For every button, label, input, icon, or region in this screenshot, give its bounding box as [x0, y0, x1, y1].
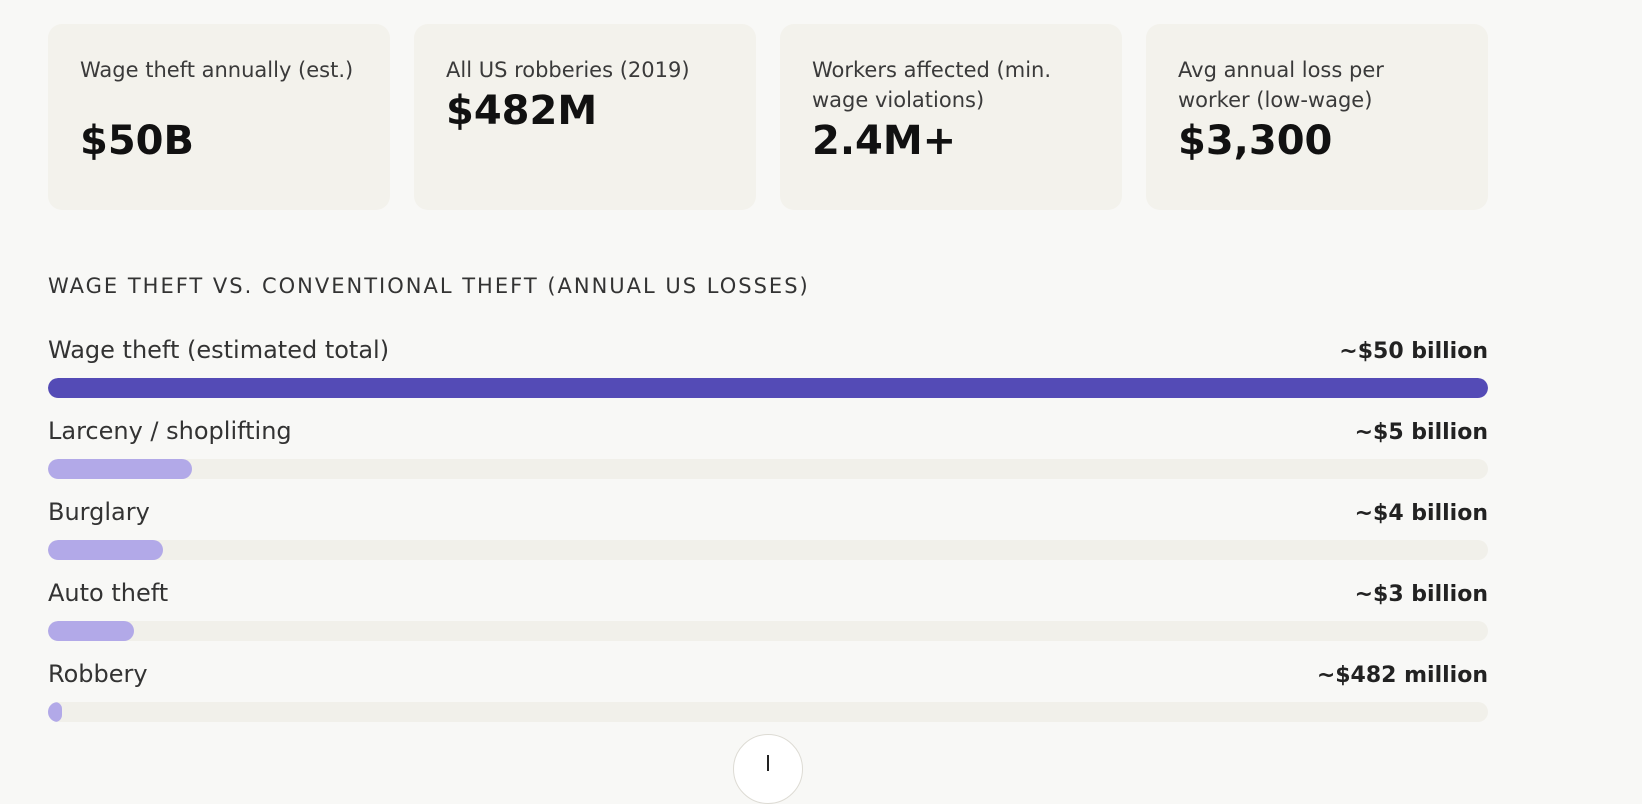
bar-track: [48, 459, 1488, 479]
bar-value-label: ~$5 billion: [1354, 420, 1488, 445]
bar-fill: [48, 540, 163, 560]
bar-fill: [48, 459, 192, 479]
stat-label: Wage theft annually (est.): [80, 58, 354, 82]
stat-value: $50B: [80, 118, 194, 164]
bar-track: [48, 378, 1488, 398]
bar-row-larceny: Larceny / shoplifting ~$5 billion: [48, 417, 1488, 498]
bar-fill: [48, 702, 62, 722]
stats-grid: Wage theft annually (est.) $50B All US r…: [48, 24, 1488, 210]
bar-track: [48, 621, 1488, 641]
stat-card-avg-loss: Avg annual loss per worker (low-wage) $3…: [1146, 24, 1488, 210]
stat-card-robberies: All US robberies (2019) $482M: [414, 24, 756, 210]
stat-label: All US robberies (2019): [446, 58, 690, 82]
stat-value: $482M: [446, 88, 598, 134]
bar-fill: [48, 378, 1488, 398]
bar-row-robbery: Robbery ~$482 million: [48, 660, 1488, 741]
section-title: Wage theft vs. conventional theft (annua…: [48, 274, 810, 298]
bar-value-label: ~$50 billion: [1339, 339, 1488, 364]
bar-track: [48, 702, 1488, 722]
bar-label: Larceny / shoplifting: [48, 417, 292, 445]
stat-value: $3,300: [1178, 118, 1333, 164]
bar-row-burglary: Burglary ~$4 billion: [48, 498, 1488, 579]
bar-row-auto-theft: Auto theft ~$3 billion: [48, 579, 1488, 660]
arrow-down-icon: [767, 755, 769, 771]
comparison-bar-chart: Wage theft (estimated total) ~$50 billio…: [48, 336, 1488, 741]
bar-row-wage-theft: Wage theft (estimated total) ~$50 billio…: [48, 336, 1488, 417]
stat-label: Workers affected (min. wage violations): [812, 58, 1052, 112]
bar-label: Robbery: [48, 660, 148, 688]
bar-label: Burglary: [48, 498, 150, 526]
bar-value-label: ~$4 billion: [1354, 501, 1488, 526]
bar-label: Wage theft (estimated total): [48, 336, 390, 364]
scroll-down-button[interactable]: [733, 734, 803, 804]
stat-value: 2.4M+: [812, 118, 957, 164]
bar-value-label: ~$482 million: [1316, 663, 1488, 688]
bar-fill: [48, 621, 134, 641]
bar-value-label: ~$3 billion: [1354, 582, 1488, 607]
stat-label: Avg annual loss per worker (low-wage): [1178, 58, 1384, 112]
bar-label: Auto theft: [48, 579, 169, 607]
bar-track: [48, 540, 1488, 560]
stat-card-wage-theft: Wage theft annually (est.) $50B: [48, 24, 390, 210]
stat-card-workers-affected: Workers affected (min. wage violations) …: [780, 24, 1122, 210]
